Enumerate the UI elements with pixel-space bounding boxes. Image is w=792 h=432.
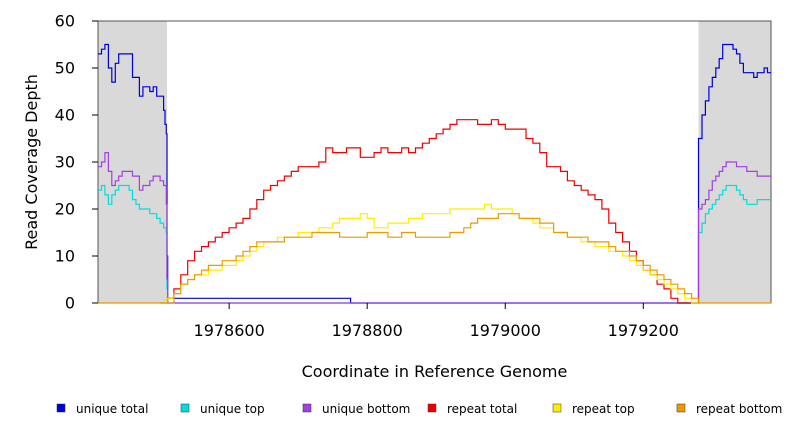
legend-swatch-repeat-total bbox=[427, 403, 437, 413]
legend-swatch-repeat-top bbox=[552, 403, 562, 413]
y-tick-label: 0 bbox=[65, 294, 75, 313]
axes: 1978600 1978800 1979000 1979200 0 10 20 30 40 50 6… bbox=[55, 12, 679, 341]
x-axis-title: Coordinate in Reference Genome bbox=[302, 362, 568, 381]
legend-swatch-repeat-bottom bbox=[676, 403, 686, 413]
shaded-regions bbox=[98, 21, 771, 303]
x-tick-label: 1979200 bbox=[608, 321, 679, 340]
y-tick-label: 20 bbox=[55, 200, 75, 219]
series-lines bbox=[98, 43, 771, 304]
legend-label-repeat-top: repeat top bbox=[572, 402, 635, 416]
legend-label-repeat-bottom: repeat bottom bbox=[696, 402, 782, 416]
plot-frame bbox=[97, 20, 772, 304]
legend-label-unique-total: unique total bbox=[76, 402, 148, 416]
y-tick-label: 30 bbox=[55, 153, 75, 172]
x-tick-label: 1978600 bbox=[194, 321, 265, 340]
series-line-repeat-bottom bbox=[98, 213, 771, 304]
series-line-repeat-total bbox=[160, 119, 699, 304]
legend: unique total unique top unique bottom repea… bbox=[56, 402, 782, 416]
x-tick-label: 1979000 bbox=[470, 321, 541, 340]
series-line-unique-top bbox=[98, 184, 771, 304]
legend-label-unique-bottom: unique bottom bbox=[322, 402, 410, 416]
series-line-repeat-top bbox=[160, 203, 699, 304]
legend-swatch-unique-top bbox=[180, 403, 190, 413]
y-tick-label: 60 bbox=[55, 12, 75, 31]
legend-label-repeat-total: repeat total bbox=[447, 402, 517, 416]
y-tick-label: 10 bbox=[55, 247, 75, 266]
y-tick-label: 50 bbox=[55, 59, 75, 78]
series-line-unique-bottom bbox=[98, 152, 771, 304]
y-tick-label: 40 bbox=[55, 106, 75, 125]
legend-swatch-unique-total bbox=[56, 403, 66, 413]
series-line-unique-total bbox=[98, 43, 771, 304]
legend-swatch-unique-bottom bbox=[302, 403, 312, 413]
x-tick-label: 1978800 bbox=[332, 321, 403, 340]
y-axis-title: Read Coverage Depth bbox=[22, 74, 41, 250]
legend-label-unique-top: unique top bbox=[200, 402, 265, 416]
